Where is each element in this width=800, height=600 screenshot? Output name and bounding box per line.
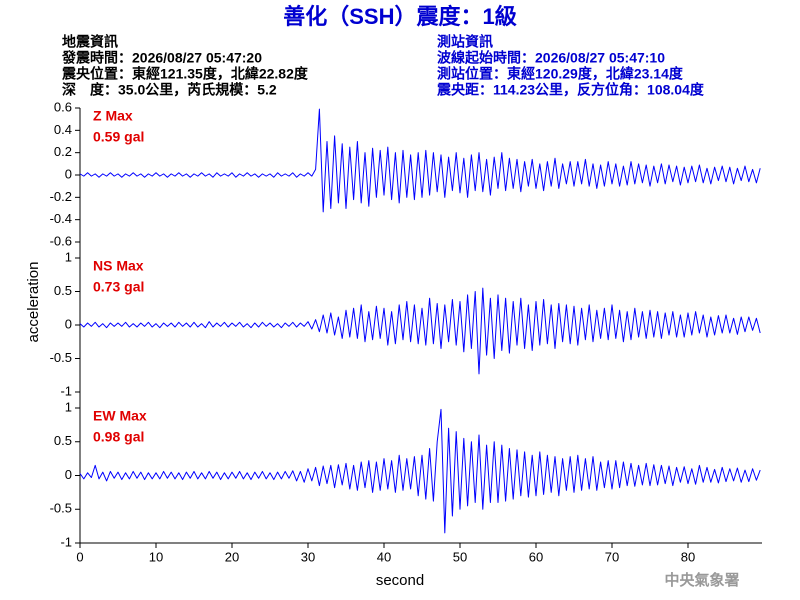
y-tick-label: 0.5 bbox=[54, 283, 72, 298]
y-tick-label: 1 bbox=[65, 399, 72, 414]
y-tick-label: -0.6 bbox=[50, 233, 72, 248]
x-tick-label: 50 bbox=[453, 549, 467, 564]
y-axis-label: acceleration bbox=[25, 262, 42, 343]
series-label: Z Max bbox=[93, 108, 133, 124]
chart-title: 善化（SSH）震度：1級 bbox=[283, 4, 516, 29]
max-label: 0.98 gal bbox=[93, 429, 144, 445]
info-line: 深 度：35.0公里，芮氏規模：5.2 bbox=[62, 82, 277, 98]
x-tick-label: 80 bbox=[681, 549, 695, 564]
info-line: 測站位置：東經120.29度，北緯23.14度 bbox=[437, 66, 684, 82]
y-tick-label: 0.2 bbox=[54, 144, 72, 159]
x-tick-label: 70 bbox=[605, 549, 619, 564]
y-tick-label: -0.5 bbox=[50, 501, 72, 516]
y-tick-label: -1 bbox=[60, 534, 72, 549]
info-line: 發震時間：2026/08/27 05:47:20 bbox=[61, 50, 262, 66]
event-info: 地震資訊 發震時間：2026/08/27 05:47:20 震央位置：東經121… bbox=[61, 34, 309, 98]
y-tick-label: 1 bbox=[65, 249, 72, 264]
waveform bbox=[79, 108, 761, 213]
x-tick-label: 20 bbox=[225, 549, 239, 564]
waveform bbox=[79, 408, 761, 534]
series-label: EW Max bbox=[93, 408, 147, 424]
info-line: 震央位置：東經121.35度，北緯22.82度 bbox=[61, 66, 309, 82]
y-tick-label: -0.5 bbox=[50, 350, 72, 365]
y-tick-label: 0.6 bbox=[54, 99, 72, 114]
x-tick-label: 0 bbox=[76, 549, 83, 564]
x-tick-label: 10 bbox=[149, 549, 163, 564]
y-tick-label: -1 bbox=[60, 383, 72, 398]
info-line: 震央距：114.23公里，反方位角：108.04度 bbox=[436, 82, 705, 98]
y-tick-label: -0.4 bbox=[50, 211, 72, 226]
y-tick-label: -0.2 bbox=[50, 189, 72, 204]
info-line: 地震資訊 bbox=[62, 34, 118, 50]
x-tick-label: 30 bbox=[301, 549, 315, 564]
series-label: NS Max bbox=[93, 258, 144, 274]
x-tick-label: 60 bbox=[529, 549, 543, 564]
y-tick-label: 0 bbox=[65, 166, 72, 181]
waveform bbox=[79, 287, 761, 375]
y-tick-label: 0 bbox=[65, 467, 72, 482]
y-tick-label: 0 bbox=[65, 316, 72, 331]
y-tick-label: 0.4 bbox=[54, 122, 72, 137]
info-line: 波線起始時間：2026/08/27 05:47:10 bbox=[437, 50, 665, 66]
x-axis-label: second bbox=[376, 572, 424, 589]
footer: 中央氣象署 bbox=[664, 571, 739, 589]
y-tick-label: 0.5 bbox=[54, 433, 72, 448]
station-info: 測站資訊 波線起始時間：2026/08/27 05:47:10 測站位置：東經1… bbox=[436, 34, 705, 98]
info-line: 測站資訊 bbox=[437, 34, 493, 50]
x-tick-label: 40 bbox=[377, 549, 391, 564]
max-label: 0.73 gal bbox=[93, 279, 144, 295]
max-label: 0.59 gal bbox=[93, 129, 144, 145]
